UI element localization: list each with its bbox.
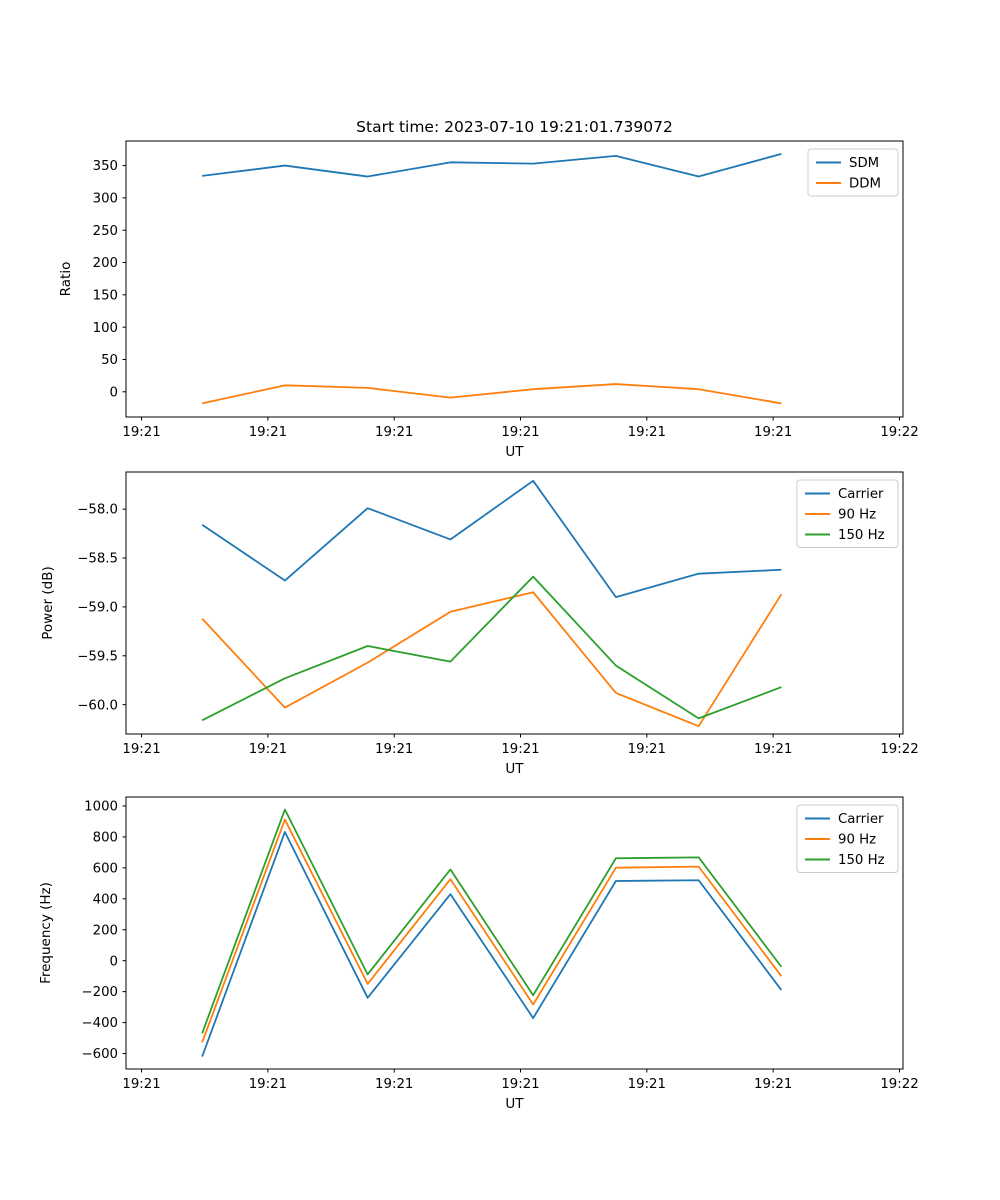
y-axis-label: Frequency (Hz) bbox=[38, 882, 54, 984]
legend-label-90-hz: 90 Hz bbox=[838, 508, 876, 523]
x-tick-label: 19:21 bbox=[754, 425, 792, 440]
y-tick-label: 50 bbox=[101, 353, 118, 368]
plot-frame bbox=[125, 140, 904, 418]
x-tick-label: 19:22 bbox=[880, 742, 918, 757]
x-axis-label: UT bbox=[505, 444, 524, 460]
y-tick-label: 300 bbox=[93, 191, 118, 206]
x-tick-label: 19:21 bbox=[501, 425, 539, 440]
legend: SDM DDM bbox=[807, 148, 899, 197]
subplot-3: 19:21 19:21 19:21 19:21 19:21 19:21 19:22 1000 8… bbox=[38, 796, 919, 1112]
legend-entry-90-hz: 90 Hz bbox=[805, 508, 876, 523]
series-line-90-hz bbox=[201, 818, 783, 1043]
plot-title: Start time: 2023-07-10 19:21:01.739072 bbox=[356, 118, 673, 136]
x-tick-label: 19:22 bbox=[880, 425, 918, 440]
series-line-carrier bbox=[201, 831, 783, 1057]
legend-entry-150-hz: 150 Hz bbox=[805, 853, 885, 868]
x-tick-label: 19:21 bbox=[375, 1077, 413, 1092]
series-line-carrier bbox=[201, 479, 782, 599]
legend-label-150-hz: 150 Hz bbox=[838, 528, 885, 543]
y-tick-label: −400 bbox=[81, 1016, 118, 1031]
legend-entry-sdm: SDM bbox=[816, 156, 879, 171]
legend-entry-150-hz: 150 Hz bbox=[805, 528, 885, 543]
x-tick-label: 19:21 bbox=[375, 742, 413, 757]
x-tick-label: 19:21 bbox=[122, 1077, 160, 1092]
series-line-ddm bbox=[201, 383, 782, 405]
series-line-150-hz bbox=[201, 808, 783, 1034]
y-axis-label: Power (dB) bbox=[40, 566, 56, 639]
plot-frame bbox=[125, 471, 904, 735]
y-tick-label: 0 bbox=[110, 385, 118, 400]
x-tick-label: 19:21 bbox=[122, 425, 160, 440]
y-tick-label: −60.0 bbox=[77, 698, 118, 713]
y-tick-label: −200 bbox=[81, 985, 118, 1000]
y-tick-label: −58.0 bbox=[77, 503, 118, 518]
x-axis-label: UT bbox=[505, 1096, 524, 1112]
subplot-1: Start time: 2023-07-10 19:21:01.739072 19… bbox=[58, 118, 919, 460]
legend-label-carrier: Carrier bbox=[838, 487, 884, 502]
x-tick-label: 19:21 bbox=[122, 742, 160, 757]
x-tick-label: 19:21 bbox=[501, 742, 539, 757]
series-line-150-hz bbox=[201, 575, 782, 722]
y-tick-label: 600 bbox=[93, 861, 118, 876]
x-tick-label: 19:22 bbox=[880, 1077, 918, 1092]
subplot-2: 19:21 19:21 19:21 19:21 19:21 19:21 19:22 −58.0… bbox=[40, 471, 919, 777]
x-tick-label: 19:21 bbox=[628, 425, 666, 440]
legend-entry-carrier: Carrier bbox=[805, 812, 884, 827]
x-tick-label: 19:21 bbox=[375, 425, 413, 440]
legend-entry-ddm: DDM bbox=[816, 177, 881, 192]
legend: Carrier 90 Hz 150 Hz bbox=[796, 804, 899, 873]
legend-box bbox=[796, 804, 899, 873]
x-axis-label: UT bbox=[505, 761, 524, 777]
y-tick-label: 150 bbox=[93, 288, 118, 303]
y-tick-label: 250 bbox=[93, 224, 118, 239]
y-axis-label: Ratio bbox=[58, 262, 74, 297]
y-tick-label: −600 bbox=[81, 1047, 118, 1062]
x-tick-label: 19:21 bbox=[249, 425, 287, 440]
y-tick-label: 400 bbox=[93, 892, 118, 907]
y-tick-label: 800 bbox=[93, 831, 118, 846]
x-tick-label: 19:21 bbox=[249, 742, 287, 757]
series-line-sdm bbox=[202, 153, 782, 178]
y-tick-label: 200 bbox=[93, 923, 118, 938]
legend-entry-90-hz: 90 Hz bbox=[805, 833, 876, 848]
series-line-90-hz bbox=[201, 591, 783, 728]
y-tick-label: 350 bbox=[93, 159, 118, 174]
legend-box bbox=[807, 148, 899, 197]
x-tick-label: 19:21 bbox=[249, 1077, 287, 1092]
plot-frame bbox=[125, 796, 904, 1070]
y-tick-label: −59.5 bbox=[77, 649, 118, 664]
x-tick-label: 19:21 bbox=[754, 1077, 792, 1092]
y-tick-label: −58.5 bbox=[77, 552, 118, 567]
y-tick-label: 0 bbox=[110, 954, 118, 969]
y-tick-label: 200 bbox=[93, 256, 118, 271]
x-tick-label: 19:21 bbox=[501, 1077, 539, 1092]
legend-label-90-hz: 90 Hz bbox=[838, 833, 876, 848]
legend-entry-carrier: Carrier bbox=[805, 487, 884, 502]
legend-label-sdm: SDM bbox=[849, 156, 879, 171]
legend-label-ddm: DDM bbox=[849, 177, 881, 192]
x-tick-label: 19:21 bbox=[628, 742, 666, 757]
y-tick-label: 1000 bbox=[84, 800, 118, 815]
legend-box bbox=[796, 479, 899, 548]
legend-label-carrier: Carrier bbox=[838, 812, 884, 827]
y-tick-label: 100 bbox=[93, 321, 118, 336]
legend-label-150-hz: 150 Hz bbox=[838, 853, 885, 868]
x-tick-label: 19:21 bbox=[628, 1077, 666, 1092]
x-tick-label: 19:21 bbox=[754, 742, 792, 757]
y-tick-label: −59.0 bbox=[77, 601, 118, 616]
legend: Carrier 90 Hz 150 Hz bbox=[796, 479, 899, 548]
